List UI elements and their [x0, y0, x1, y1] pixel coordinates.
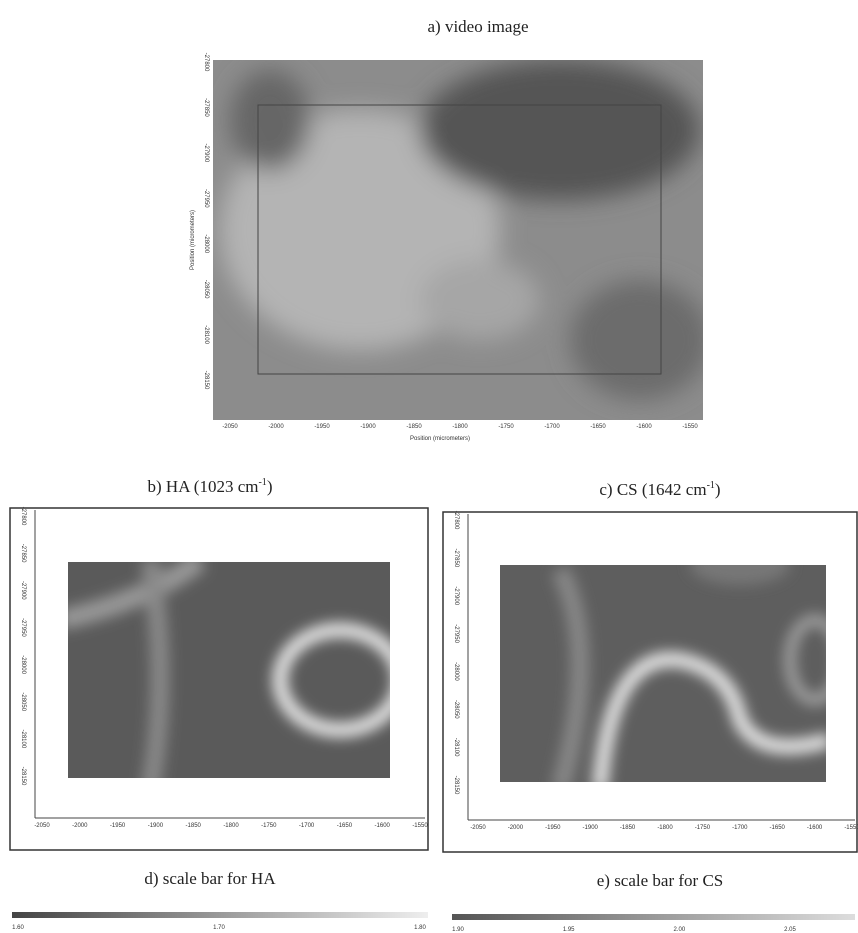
scale-tick-label: 2.05	[784, 927, 796, 933]
x-tick-label: -1900	[583, 825, 599, 831]
x-tick-label: -1550	[682, 424, 698, 430]
x-tick-label: -2050	[34, 823, 50, 829]
y-tick-label: -28000	[203, 234, 209, 253]
scale-tick-label: 1.70	[213, 925, 225, 931]
x-tick-label: -1700	[544, 424, 560, 430]
y-tick-label: -27850	[203, 98, 209, 117]
y-tick-label: -27950	[453, 624, 459, 643]
x-tick-label: -1800	[452, 424, 468, 430]
caption: c) CS (1642 cm-1)	[599, 480, 720, 499]
y-tick-label: -28100	[203, 325, 209, 344]
x-tick-label: -1600	[375, 823, 391, 829]
y-tick-label: -27800	[20, 507, 26, 526]
y-tick-label: -28000	[20, 655, 26, 674]
x-tick-label: -1650	[590, 424, 606, 430]
caption: e) scale bar for CS	[597, 871, 724, 890]
ha-map	[60, 560, 400, 790]
scale-tick-label: 1.80	[414, 925, 426, 931]
y-tick-label: -27800	[203, 53, 209, 72]
x-tick-label: -1550	[844, 825, 858, 831]
x-tick-label: -1750	[498, 424, 514, 430]
scale-tick-label: 2.00	[673, 927, 685, 933]
y-tick-label: -27900	[20, 581, 26, 600]
caption: a) video image	[427, 17, 528, 36]
x-tick-label: -1650	[337, 823, 353, 829]
cs-map	[500, 545, 840, 790]
y-tick-label: -28100	[453, 738, 459, 757]
x-tick-label: -1650	[770, 825, 786, 831]
y-tick-label: -28150	[453, 776, 459, 795]
y-tick-label: -27900	[203, 144, 209, 163]
y-tick-label: -28000	[453, 662, 459, 681]
x-tick-label: -2000	[72, 823, 88, 829]
x-tick-label: -1700	[299, 823, 315, 829]
x-tick-label: -1550	[412, 823, 428, 829]
x-tick-label: -1900	[360, 424, 376, 430]
y-tick-label: -27900	[453, 586, 459, 605]
x-tick-label: -1700	[732, 825, 748, 831]
scale-tick-label: 1.95	[563, 927, 575, 933]
y-tick-label: -28150	[203, 371, 209, 390]
caption: d) scale bar for HA	[144, 869, 276, 888]
x-tick-label: -2050	[470, 825, 486, 831]
y-tick-label: -28100	[20, 730, 26, 749]
y-tick-label: -28050	[203, 280, 209, 299]
x-tick-label: -1850	[620, 825, 636, 831]
x-tick-label: -2000	[268, 424, 284, 430]
video-image	[213, 60, 710, 420]
y-tick-label: -27950	[20, 618, 26, 637]
scale-bar	[12, 912, 428, 918]
x-tick-label: -1600	[807, 825, 823, 831]
scale-tick-label: 1.90	[452, 927, 464, 933]
y-tick-label: -28050	[453, 700, 459, 719]
x-tick-label: -1850	[186, 823, 202, 829]
x-tick-label: -2050	[222, 424, 238, 430]
figure: a) video image b) HA (1023 cm-1) c) CS (…	[0, 0, 858, 933]
scale-bar	[452, 914, 855, 920]
x-tick-label: -1600	[636, 424, 652, 430]
y-tick-label: -27850	[20, 544, 26, 563]
x-tick-label: -2000	[508, 825, 524, 831]
x-tick-label: -1850	[406, 424, 422, 430]
y-tick-label: -27800	[453, 511, 459, 530]
y-axis-label: Position (micrometers)	[190, 210, 196, 270]
x-tick-label: -1900	[148, 823, 164, 829]
x-tick-label: -1800	[223, 823, 239, 829]
x-tick-label: -1750	[695, 825, 711, 831]
x-tick-label: -1750	[261, 823, 277, 829]
x-tick-label: -1950	[545, 825, 561, 831]
x-tick-label: -1800	[657, 825, 673, 831]
y-tick-label: -27850	[453, 549, 459, 568]
x-tick-label: -1950	[110, 823, 126, 829]
x-axis-label: Position (micrometers)	[410, 436, 470, 442]
y-tick-label: -28150	[20, 767, 26, 786]
y-tick-label: -27950	[203, 189, 209, 208]
x-tick-label: -1950	[314, 424, 330, 430]
scale-tick-label: 1.60	[12, 925, 24, 931]
y-tick-label: -28050	[20, 692, 26, 711]
caption: b) HA (1023 cm-1)	[148, 477, 273, 496]
